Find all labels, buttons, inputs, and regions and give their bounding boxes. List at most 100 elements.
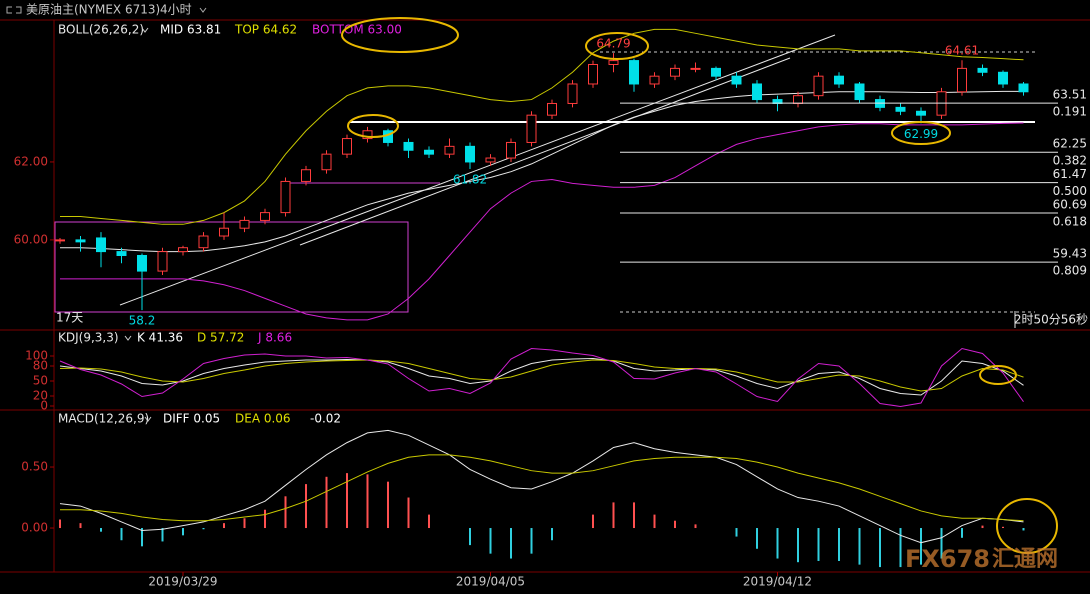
fib-price: 59.43	[1053, 247, 1087, 261]
fib-ratio: 0.618	[1053, 215, 1087, 229]
candle-body	[916, 110, 926, 116]
ellipse	[996, 498, 1058, 554]
price-panel: BOLL(26,26,2) MID 63.81 TOP 64.62 BOTTOM 63…	[14, 23, 1088, 589]
ellipse	[341, 17, 459, 53]
price-annotation: 61.82	[453, 172, 487, 186]
dropdown-icon[interactable]	[141, 27, 149, 33]
toolbar-icon[interactable]	[6, 6, 22, 14]
candle-body	[567, 83, 578, 104]
highlight-ellipses	[341, 17, 1058, 554]
price-annotation: 64.79	[596, 37, 630, 51]
candle-body	[547, 102, 557, 116]
y-tick-label: 0.00	[21, 521, 48, 535]
candle-body	[608, 60, 619, 65]
candle-body	[506, 141, 516, 159]
y-tick-label: 60.00	[14, 232, 48, 246]
indicator-value: -0.02	[310, 412, 341, 426]
candle-body	[957, 67, 967, 93]
dropdown-icon[interactable]	[199, 7, 207, 13]
candle-body	[813, 75, 824, 97]
candle-body	[198, 235, 209, 249]
candle-body	[137, 254, 147, 272]
boll-mid	[60, 90, 1024, 253]
kdj-line	[59, 357, 1024, 396]
dropdown-icon[interactable]	[124, 335, 132, 341]
candle-body	[55, 239, 65, 242]
indicator-value: J 8.66	[257, 331, 292, 345]
candle-body	[219, 227, 229, 237]
watermark: FX678	[905, 545, 990, 573]
candle-body	[977, 67, 988, 73]
candle-body	[465, 145, 475, 163]
y-tick-label: 62.00	[14, 154, 48, 168]
candle-body	[1018, 83, 1029, 93]
symbol: 美原油主(NYMEX 6713)	[26, 3, 160, 17]
candle-body	[239, 219, 250, 229]
y-tick-label: 100	[25, 349, 48, 363]
period-count: 17天	[56, 311, 83, 325]
period[interactable]: 4小时	[160, 3, 192, 17]
fib-ratio: 0.191	[1053, 105, 1087, 119]
fib-price: 62.25	[1053, 137, 1087, 151]
candle-body	[649, 75, 660, 85]
boll-lower	[60, 122, 1024, 321]
candle-body	[260, 212, 270, 221]
ellipse	[891, 121, 951, 145]
y-tick-label: 0	[40, 399, 48, 413]
candle-body	[731, 75, 742, 85]
candle-body	[485, 157, 496, 163]
fib-ratio: 0.500	[1053, 184, 1087, 198]
trend-line	[119, 34, 836, 306]
ellipse	[979, 365, 1017, 385]
candle-body	[75, 239, 86, 243]
y-tick-label: 20	[33, 389, 48, 403]
candle-body	[96, 237, 106, 253]
countdown: 2时50分56秒	[1014, 313, 1088, 327]
price-annotation: 58.2	[129, 314, 156, 328]
candle-body	[793, 95, 803, 104]
macd-line	[59, 429, 1024, 544]
candle-body	[321, 153, 332, 171]
indicator-value: D 57.72	[197, 331, 244, 345]
indicator-value: MID 63.81	[160, 23, 221, 37]
kdj-line	[59, 347, 1024, 408]
indicator-title: MACD(12,26,9)	[58, 412, 149, 426]
watermark: 汇通网	[992, 547, 1058, 572]
indicator-value: K 41.36	[137, 331, 183, 345]
candle-body	[444, 145, 455, 155]
fib-price: 63.51	[1053, 88, 1087, 102]
candle-body	[362, 130, 373, 140]
candle-body	[629, 60, 639, 85]
price-annotation: 64.61	[945, 44, 979, 58]
candle-body	[424, 149, 434, 155]
candle-body	[116, 251, 127, 256]
candle-body	[588, 63, 598, 85]
candle-body	[690, 67, 701, 70]
kdj-line	[59, 359, 1024, 392]
y-tick-label: 50	[33, 374, 48, 388]
x-tick-label: 2019/03/29	[148, 575, 217, 589]
fib-price: 61.47	[1053, 167, 1087, 181]
drawn-box	[54, 221, 409, 313]
indicator-value: DEA 0.06	[235, 412, 291, 426]
candle-body	[670, 67, 680, 77]
macd-line	[60, 454, 1024, 522]
x-tick-label: 2019/04/05	[456, 575, 525, 589]
candle-body	[895, 106, 906, 112]
candle-body	[834, 75, 844, 85]
dropdown-icon[interactable]	[144, 416, 152, 422]
candle-body	[301, 169, 311, 182]
candle-body	[403, 141, 414, 151]
y-tick-label: 0.50	[21, 460, 48, 474]
candle-body	[752, 83, 762, 101]
candle-body	[280, 180, 291, 214]
indicator-value: DIFF 0.05	[163, 412, 220, 426]
indicator-title: KDJ(9,3,3)	[58, 331, 119, 345]
candle-body	[854, 83, 865, 101]
candle-body	[157, 251, 168, 272]
x-tick-label: 2019/04/12	[743, 575, 812, 589]
indicator-title: BOLL(26,26,2)	[58, 23, 144, 37]
